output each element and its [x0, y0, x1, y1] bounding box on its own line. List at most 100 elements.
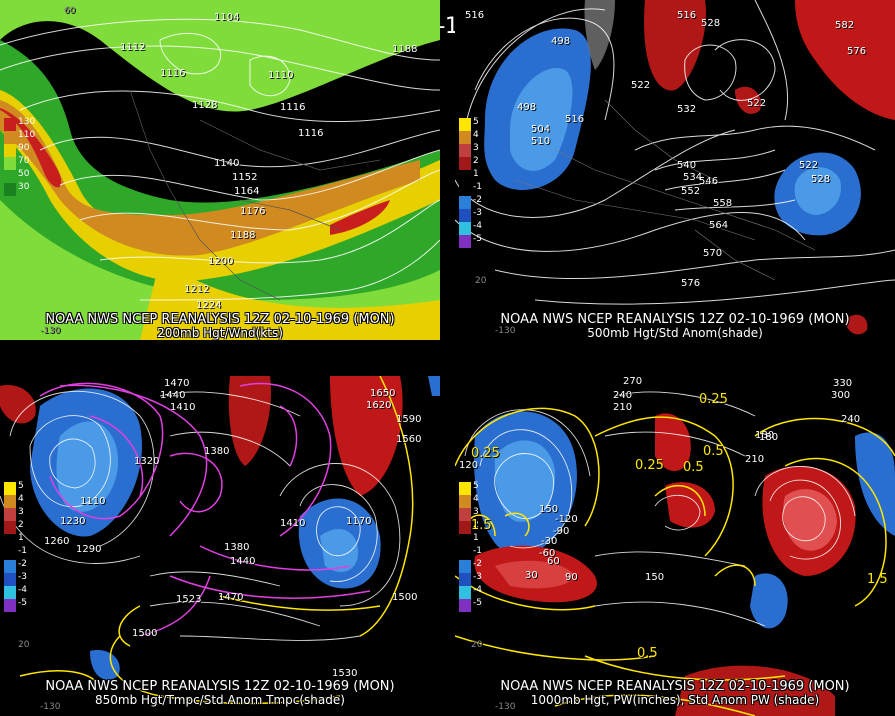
legend-500mb: 5 4 3 2 1 -1 -2 -3 -4 -5: [459, 117, 482, 248]
legend-label: -5: [473, 598, 482, 608]
contour-label: -60: [539, 548, 556, 559]
legend-label: -3: [473, 208, 482, 218]
contour-label: 240: [841, 414, 861, 425]
contour-label: 1110: [80, 496, 106, 507]
lon-label: 20: [475, 276, 487, 286]
contour-label: 1560: [396, 434, 422, 445]
contour-label: 1128: [192, 100, 218, 111]
legend-label: -3: [18, 572, 27, 582]
contour-label: 582: [835, 20, 855, 31]
lon-label: 20: [471, 640, 483, 650]
panel-200mb: 130 110 90 70 50 30 1104 1112 1116 1110 …: [0, 0, 440, 340]
contour-label: 1188: [230, 230, 256, 241]
contour-label: 240: [613, 390, 633, 401]
contour-label: 534: [683, 172, 703, 183]
contour-label: 1500: [132, 628, 158, 639]
map-200mb: [0, 0, 440, 340]
legend-label: -3: [473, 572, 482, 582]
contour-label: 504: [531, 124, 551, 135]
panel-subcaption: 1000mb Hgt, PW(inches), Std Anom PW (sha…: [530, 693, 820, 707]
pw-contour-label: 0.5: [683, 460, 704, 475]
contour-label: 558: [713, 198, 733, 209]
contour-label: 1112: [120, 42, 146, 53]
panel-caption: NOAA NWS NCEP REANALYSIS 12Z 02-10-1969 …: [45, 312, 395, 327]
legend-label: 2: [473, 156, 479, 166]
contour-label: 1176: [240, 206, 266, 217]
contour-label: 1500: [392, 592, 418, 603]
panel-caption: NOAA NWS NCEP REANALYSIS 12Z 02-10-1969 …: [45, 679, 395, 694]
map-1000mb: [455, 376, 895, 716]
legend-label: 90: [18, 143, 30, 153]
contour-label: 1170: [346, 516, 372, 527]
contour-label: 1440: [160, 390, 186, 401]
contour-label: 300: [831, 390, 851, 401]
contour-label: 120: [459, 460, 479, 471]
map-500mb: [455, 0, 895, 340]
contour-label: 90: [565, 572, 578, 583]
contour-label: 1410: [170, 402, 196, 413]
legend-label: 30: [18, 182, 30, 192]
contour-label: 1410: [280, 518, 306, 529]
legend-label: -4: [473, 585, 482, 595]
contour-label: 576: [681, 278, 701, 289]
legend-1000mb: 5 4 3 2 1 -1 -2 -3 -4 -5: [459, 481, 482, 612]
panel-subcaption: 500mb Hgt/Std Anom(shade): [587, 326, 763, 340]
contour-label: 532: [677, 104, 697, 115]
contour-label: 1523: [176, 594, 202, 605]
contour-label: 522: [631, 80, 651, 91]
contour-label: 1590: [396, 414, 422, 425]
contour-label: 60: [547, 556, 560, 567]
pw-contour-label: 1.5: [867, 572, 888, 587]
contour-label: 1470: [218, 592, 244, 603]
legend-label: 1: [473, 533, 479, 543]
contour-label: 516: [465, 10, 485, 21]
contour-label: 180: [755, 430, 775, 441]
lon-label: -130: [495, 326, 516, 336]
contour-label: 1140: [214, 158, 240, 169]
legend-label: -2: [473, 559, 482, 569]
contour-label: 1530: [332, 668, 358, 679]
legend-label: -5: [473, 234, 482, 244]
legend-label: -2: [18, 559, 27, 569]
legend-label: 3: [473, 143, 479, 153]
contour-label: 1212: [184, 284, 210, 295]
contour-label: 1230: [60, 516, 86, 527]
contour-label: 1164: [234, 186, 260, 197]
contour-label: 516: [677, 10, 697, 21]
contour-label: 1152: [232, 172, 258, 183]
contour-label: 1116: [298, 128, 324, 139]
contour-label: 522: [747, 98, 767, 109]
contour-label: 180: [759, 432, 779, 443]
pw-contour-label: 0.25: [635, 458, 664, 473]
contour-label: 1380: [224, 542, 250, 553]
contour-label: -90: [553, 526, 570, 537]
legend-850mb: 5 4 3 2 1 -1 -2 -3 -4 -5: [4, 481, 27, 612]
legend-label: -1: [18, 546, 27, 556]
contour-label: 1260: [44, 536, 70, 547]
contour-label: 498: [517, 102, 537, 113]
legend-label: 2: [18, 520, 24, 530]
contour-label: 528: [701, 18, 721, 29]
legend-label: 4: [473, 130, 479, 140]
map-850mb: [0, 376, 440, 716]
contour-label: 540: [677, 160, 697, 171]
contour-label: 1380: [204, 446, 230, 457]
panel-caption: NOAA NWS NCEP REANALYSIS 12Z 02-10-1969 …: [500, 312, 850, 327]
contour-label: 150: [539, 504, 559, 515]
contour-label: -120: [555, 514, 578, 525]
contour-label: 1440: [230, 556, 256, 567]
pw-contour-label: 0.5: [637, 646, 658, 661]
pw-contour-label: 1.5: [471, 518, 492, 533]
contour-label: 270: [623, 376, 643, 387]
legend-label: -4: [473, 221, 482, 231]
contour-label: 576: [847, 46, 867, 57]
legend-label: 110: [18, 130, 36, 140]
panel-1000mb: 5 4 3 2 1 -1 -2 -3 -4 -5 270 240 210 180…: [455, 376, 895, 716]
legend-label: 4: [18, 494, 24, 504]
contour-label: 1110: [268, 70, 294, 81]
legend-label: -1: [473, 546, 482, 556]
contour-label: 522: [799, 160, 819, 171]
contour-label: 1200: [208, 256, 234, 267]
legend-label: -1: [473, 182, 482, 192]
legend-label: 130: [18, 117, 36, 127]
